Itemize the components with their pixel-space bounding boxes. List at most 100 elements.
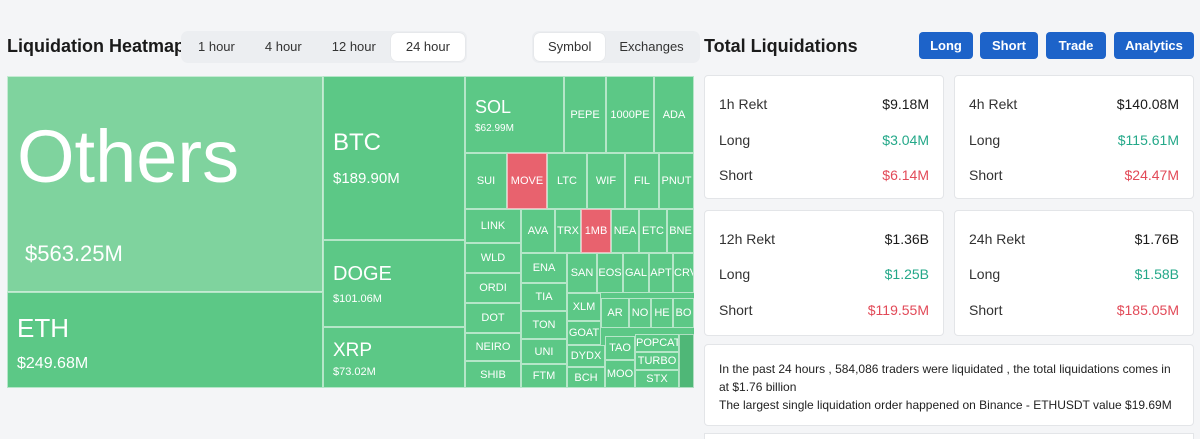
card-title: 12h Rekt	[719, 231, 776, 247]
treemap-cell-neiro[interactable]: NEIRO	[465, 333, 521, 361]
xrp-value: $73.02M	[333, 366, 376, 378]
treemap-cell-wld[interactable]: WLD	[465, 243, 521, 273]
sol-name: SOL	[475, 97, 512, 117]
treemap-cell-shib[interactable]: SHIB	[465, 361, 521, 388]
treemap-cell-ordi[interactable]: ORDI	[465, 273, 521, 303]
treemap-cell-trx[interactable]: TRX	[555, 209, 581, 253]
rekt-card-12h: 12h Rekt $1.36B Long $1.25B Short $119.55M	[704, 210, 944, 336]
treemap-cell-xrp[interactable]: XRP $73.02M	[323, 327, 465, 388]
rekt-card-1h: 1h Rekt $9.18M Long $3.04M Short $6.14M	[704, 75, 944, 199]
treemap-cell-btc[interactable]: BTC $189.90M	[323, 76, 465, 240]
doge-value: $101.06M	[333, 293, 382, 305]
treemap-cell-fil[interactable]: FIL	[625, 153, 659, 209]
others-value: $563.25M	[25, 241, 123, 266]
long-label: Long	[969, 266, 1001, 282]
treemap-cell-ena[interactable]: ENA	[521, 253, 567, 283]
treemap-cell-san[interactable]: SAN	[567, 253, 597, 293]
treemap-cell-sol[interactable]: SOL $62.99M	[465, 76, 564, 153]
xrp-name: XRP	[333, 340, 373, 361]
tab-4-hour[interactable]: 4 hour	[264, 39, 302, 54]
treemap-cell-no[interactable]: NO	[629, 298, 651, 328]
long-label: Long	[969, 132, 1001, 148]
others-name: Others	[17, 115, 240, 198]
treemap-cell-ada[interactable]: ADA	[654, 76, 694, 153]
treemap-cell-etc[interactable]: ETC	[639, 209, 667, 253]
treemap-cell-link[interactable]: LINK	[465, 209, 521, 243]
treemap-cell-others[interactable]: Others $563.25M	[7, 76, 323, 292]
treemap-cell-wif[interactable]: WIF	[587, 153, 625, 209]
card-total: $9.18M	[882, 96, 929, 112]
treemap-cell-ar[interactable]: AR	[601, 298, 629, 328]
treemap-cell-apt[interactable]: APT	[649, 253, 673, 293]
long-button[interactable]: Long	[919, 32, 973, 59]
long-label: Long	[719, 132, 751, 148]
treemap-cell-ton[interactable]: TON	[521, 311, 567, 339]
tab-exchanges[interactable]: Exchanges	[619, 39, 684, 54]
card-total: $1.76B	[1134, 231, 1179, 247]
short-label: Short	[969, 167, 1003, 183]
time-range-selector: 1 hour 4 hour 12 hour 24 hour	[181, 31, 467, 63]
tab-24-hour[interactable]: 24 hour	[390, 33, 465, 61]
tab-symbol[interactable]: Symbol	[534, 33, 606, 61]
treemap-cell-tao[interactable]: TAO	[605, 336, 635, 360]
treemap-cell-he[interactable]: HE	[651, 298, 673, 328]
treemap-cell-goat[interactable]: GOAT	[567, 321, 601, 345]
card-title: 24h Rekt	[969, 231, 1026, 247]
treemap-cell-uni[interactable]: UNI	[521, 339, 567, 364]
treemap-cell-xlm[interactable]: XLM	[567, 293, 601, 321]
treemap-cell-tiny[interactable]	[679, 334, 694, 388]
long-value: $1.25B	[884, 266, 929, 282]
liquidation-treemap: Others $563.25M ETH $249.68M BTC $189.90…	[7, 76, 694, 388]
treemap-cell-1000pe[interactable]: 1000PE	[606, 76, 654, 153]
short-value: $6.14M	[882, 167, 929, 183]
treemap-cell-moo[interactable]: MOO	[605, 360, 635, 388]
long-value: $115.61M	[1117, 132, 1179, 148]
treemap-cell-eth[interactable]: ETH $249.68M	[7, 292, 323, 388]
treemap-cell-dydx[interactable]: DYDX	[567, 345, 605, 367]
heatmap-title: Liquidation Heatmap	[7, 36, 186, 56]
treemap-cell-pnut[interactable]: PNUT	[659, 153, 694, 209]
treemap-cell-stx[interactable]: STX	[635, 370, 679, 388]
treemap-cell-turbo[interactable]: TURBO	[635, 352, 679, 370]
eth-value: $249.68M	[17, 355, 89, 372]
treemap-cell-eos[interactable]: EOS	[597, 253, 623, 293]
treemap-cell-ftm[interactable]: FTM	[521, 364, 567, 388]
treemap-cell-nea[interactable]: NEA	[611, 209, 639, 253]
treemap-cell-ltc[interactable]: LTC	[547, 153, 587, 209]
treemap-cell-ava[interactable]: AVA	[521, 209, 555, 253]
next-panel-edge	[704, 433, 1194, 439]
rekt-card-4h: 4h Rekt $140.08M Long $115.61M Short $24.47…	[954, 75, 1194, 199]
sol-value: $62.99M	[475, 123, 514, 134]
eth-name: ETH	[17, 313, 69, 343]
short-label: Short	[719, 302, 753, 318]
short-label: Short	[719, 167, 753, 183]
short-button[interactable]: Short	[980, 32, 1038, 59]
view-selector: Symbol Exchanges	[532, 31, 700, 63]
long-value: $3.04M	[882, 132, 929, 148]
treemap-cell-gal[interactable]: GAL	[623, 253, 649, 293]
short-label: Short	[969, 302, 1003, 318]
treemap-cell-bo[interactable]: BO	[673, 298, 694, 328]
treemap-cell-bne[interactable]: BNE	[667, 209, 694, 253]
treemap-cell-move[interactable]: MOVE	[507, 153, 547, 209]
treemap-cell-tia[interactable]: TIA	[521, 283, 567, 311]
short-value: $24.47M	[1124, 167, 1179, 183]
total-liquidations-title: Total Liquidations	[704, 36, 858, 56]
treemap-cell-popcat[interactable]: POPCAT	[635, 334, 679, 352]
treemap-cell-1mb[interactable]: 1MB	[581, 209, 611, 253]
summary-line-2: The largest single liquidation order hap…	[719, 398, 1172, 412]
tab-12-hour[interactable]: 12 hour	[331, 39, 376, 54]
summary-line-1: In the past 24 hours , 584,086 traders w…	[719, 362, 1171, 394]
treemap-cell-sui[interactable]: SUI	[465, 153, 507, 209]
card-title: 1h Rekt	[719, 96, 768, 112]
short-value: $119.55M	[867, 302, 929, 318]
tab-1-hour[interactable]: 1 hour	[198, 39, 235, 54]
treemap-cell-doge[interactable]: DOGE $101.06M	[323, 240, 465, 327]
treemap-cell-dot[interactable]: DOT	[465, 303, 521, 333]
treemap-cell-bch[interactable]: BCH	[567, 367, 605, 388]
trade-button[interactable]: Trade	[1046, 32, 1106, 59]
treemap-cell-crv[interactable]: CRV	[673, 253, 694, 293]
analytics-button[interactable]: Analytics	[1114, 32, 1194, 59]
treemap-cell-pepe[interactable]: PEPE	[564, 76, 606, 153]
